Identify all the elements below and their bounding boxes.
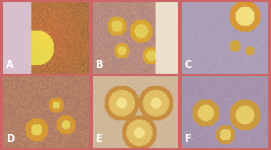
- Text: C: C: [185, 60, 192, 70]
- Text: A: A: [6, 60, 13, 70]
- Text: B: B: [95, 60, 102, 70]
- Text: E: E: [95, 134, 102, 144]
- Text: F: F: [185, 134, 191, 144]
- Text: D: D: [6, 134, 14, 144]
